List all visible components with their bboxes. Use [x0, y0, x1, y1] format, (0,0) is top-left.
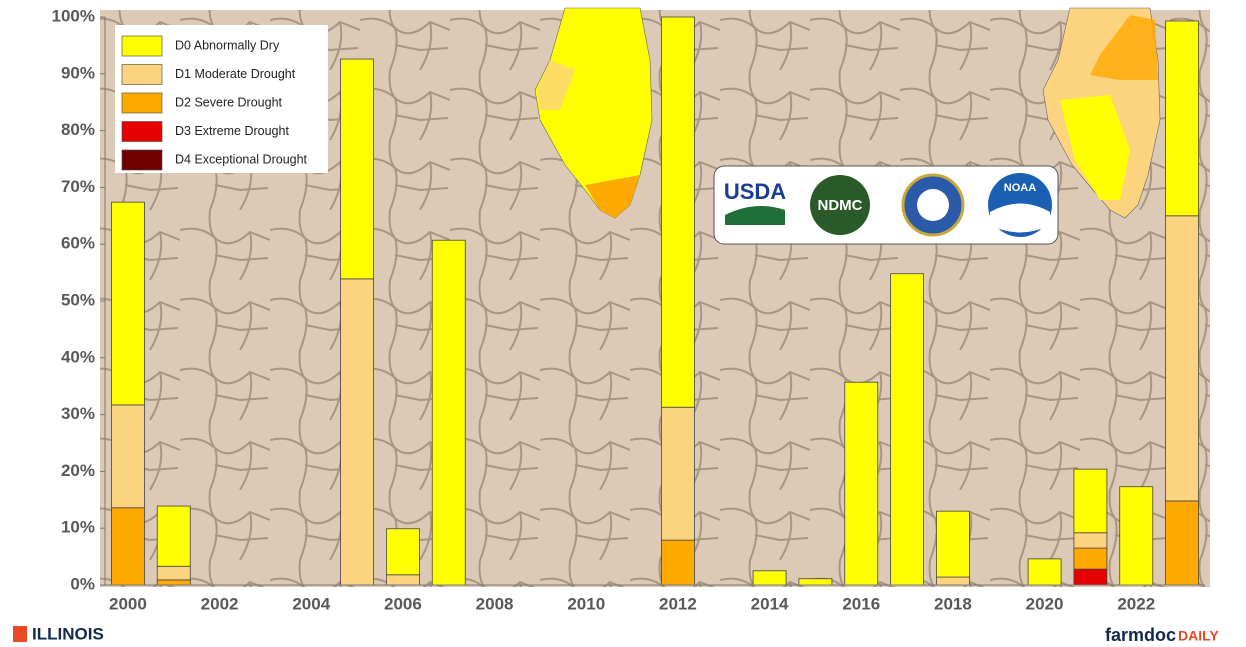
bar-segment	[111, 507, 145, 586]
y-tick-label: 50%	[61, 290, 95, 309]
bar-segment	[1073, 547, 1108, 570]
bar-segment	[890, 273, 924, 586]
bar-segment	[936, 510, 970, 578]
legend-label: D3 Extreme Drought	[175, 124, 289, 138]
x-tick-label: 2018	[934, 594, 972, 613]
x-tick-label: 2022	[1117, 594, 1155, 613]
legend-swatch	[121, 149, 163, 171]
bar-segment	[156, 565, 191, 581]
x-tick-label: 2014	[751, 594, 789, 613]
bar-segment	[752, 570, 787, 586]
logo-text: USDA	[724, 179, 786, 204]
bar-segment	[661, 406, 695, 541]
bar-segment	[156, 505, 191, 567]
maps	[534, 7, 1161, 219]
bar-segment	[386, 528, 420, 576]
logo-shape	[990, 203, 1050, 233]
legend-label: D2 Severe Drought	[175, 95, 283, 109]
bar-segment	[1165, 500, 1199, 586]
x-tick-label: 2006	[384, 594, 422, 613]
x-tick-label: 2010	[567, 594, 605, 613]
bar-segment	[156, 579, 191, 586]
map-patch	[1090, 15, 1158, 80]
x-tick-label: 2000	[109, 594, 147, 613]
legend-swatch	[121, 121, 163, 142]
legend-swatch	[121, 92, 163, 114]
legend-label: D1 Moderate Drought	[175, 67, 296, 81]
x-tick-label: 2004	[292, 594, 330, 613]
y-tick-label: 10%	[61, 518, 95, 537]
y-tick-label: 30%	[61, 404, 95, 423]
bar-segment	[661, 539, 695, 586]
y-tick-label: 0%	[70, 574, 95, 593]
bar-segment	[111, 201, 145, 406]
bar-segment	[1073, 532, 1108, 549]
bar-segment	[661, 16, 695, 408]
legend-swatch	[121, 35, 163, 57]
x-tick-label: 2020	[1026, 594, 1064, 613]
bar-segment	[431, 239, 466, 586]
logo-panel	[713, 165, 1059, 245]
y-tick-label: 70%	[61, 177, 95, 196]
bar-segment	[340, 278, 374, 586]
y-tick-label: 40%	[61, 347, 95, 366]
logo-shape	[810, 175, 870, 235]
x-tick-label: 2002	[201, 594, 239, 613]
footer-right: farmdoc	[1105, 625, 1176, 645]
legend-label: D0 Abnormally Dry	[175, 38, 280, 52]
legend-label: D4 Exceptional Drought	[175, 152, 308, 166]
logo-shape	[725, 206, 785, 225]
bar-segment	[798, 578, 833, 586]
footer-right: DAILY	[1178, 628, 1219, 644]
map-patch	[537, 60, 575, 110]
logo-shape	[917, 189, 949, 221]
bar-segment	[936, 576, 970, 586]
y-tick-label: 60%	[61, 234, 95, 253]
y-tick-label: 80%	[61, 120, 95, 139]
legend-swatch	[121, 64, 163, 85]
map-patch	[585, 175, 640, 218]
x-tick-label: 2016	[842, 594, 880, 613]
bar-segment	[1119, 486, 1154, 586]
logo-text: NOAA	[1004, 182, 1036, 194]
footer-left: ILLINOIS	[32, 624, 104, 643]
map-patch	[1060, 95, 1130, 200]
bar-segment	[1027, 558, 1062, 586]
bar-segment	[1165, 20, 1199, 217]
bar-segment	[386, 574, 420, 586]
bar-segment	[1073, 468, 1108, 534]
bar-segment	[1165, 215, 1199, 502]
bar-segment	[340, 58, 374, 280]
bar-segment	[844, 381, 879, 586]
illinois-logo	[13, 626, 27, 642]
bar-segment	[1073, 568, 1108, 586]
x-tick-label: 2008	[476, 594, 514, 613]
y-tick-label: 100%	[52, 6, 95, 25]
y-tick-label: 20%	[61, 461, 95, 480]
bar-segment	[111, 404, 145, 509]
y-tick-label: 90%	[61, 63, 95, 82]
logo-box: USDA NDMC NOAA	[713, 165, 1059, 245]
x-tick-label: 2012	[659, 594, 697, 613]
logo-text: NDMC	[818, 197, 863, 214]
